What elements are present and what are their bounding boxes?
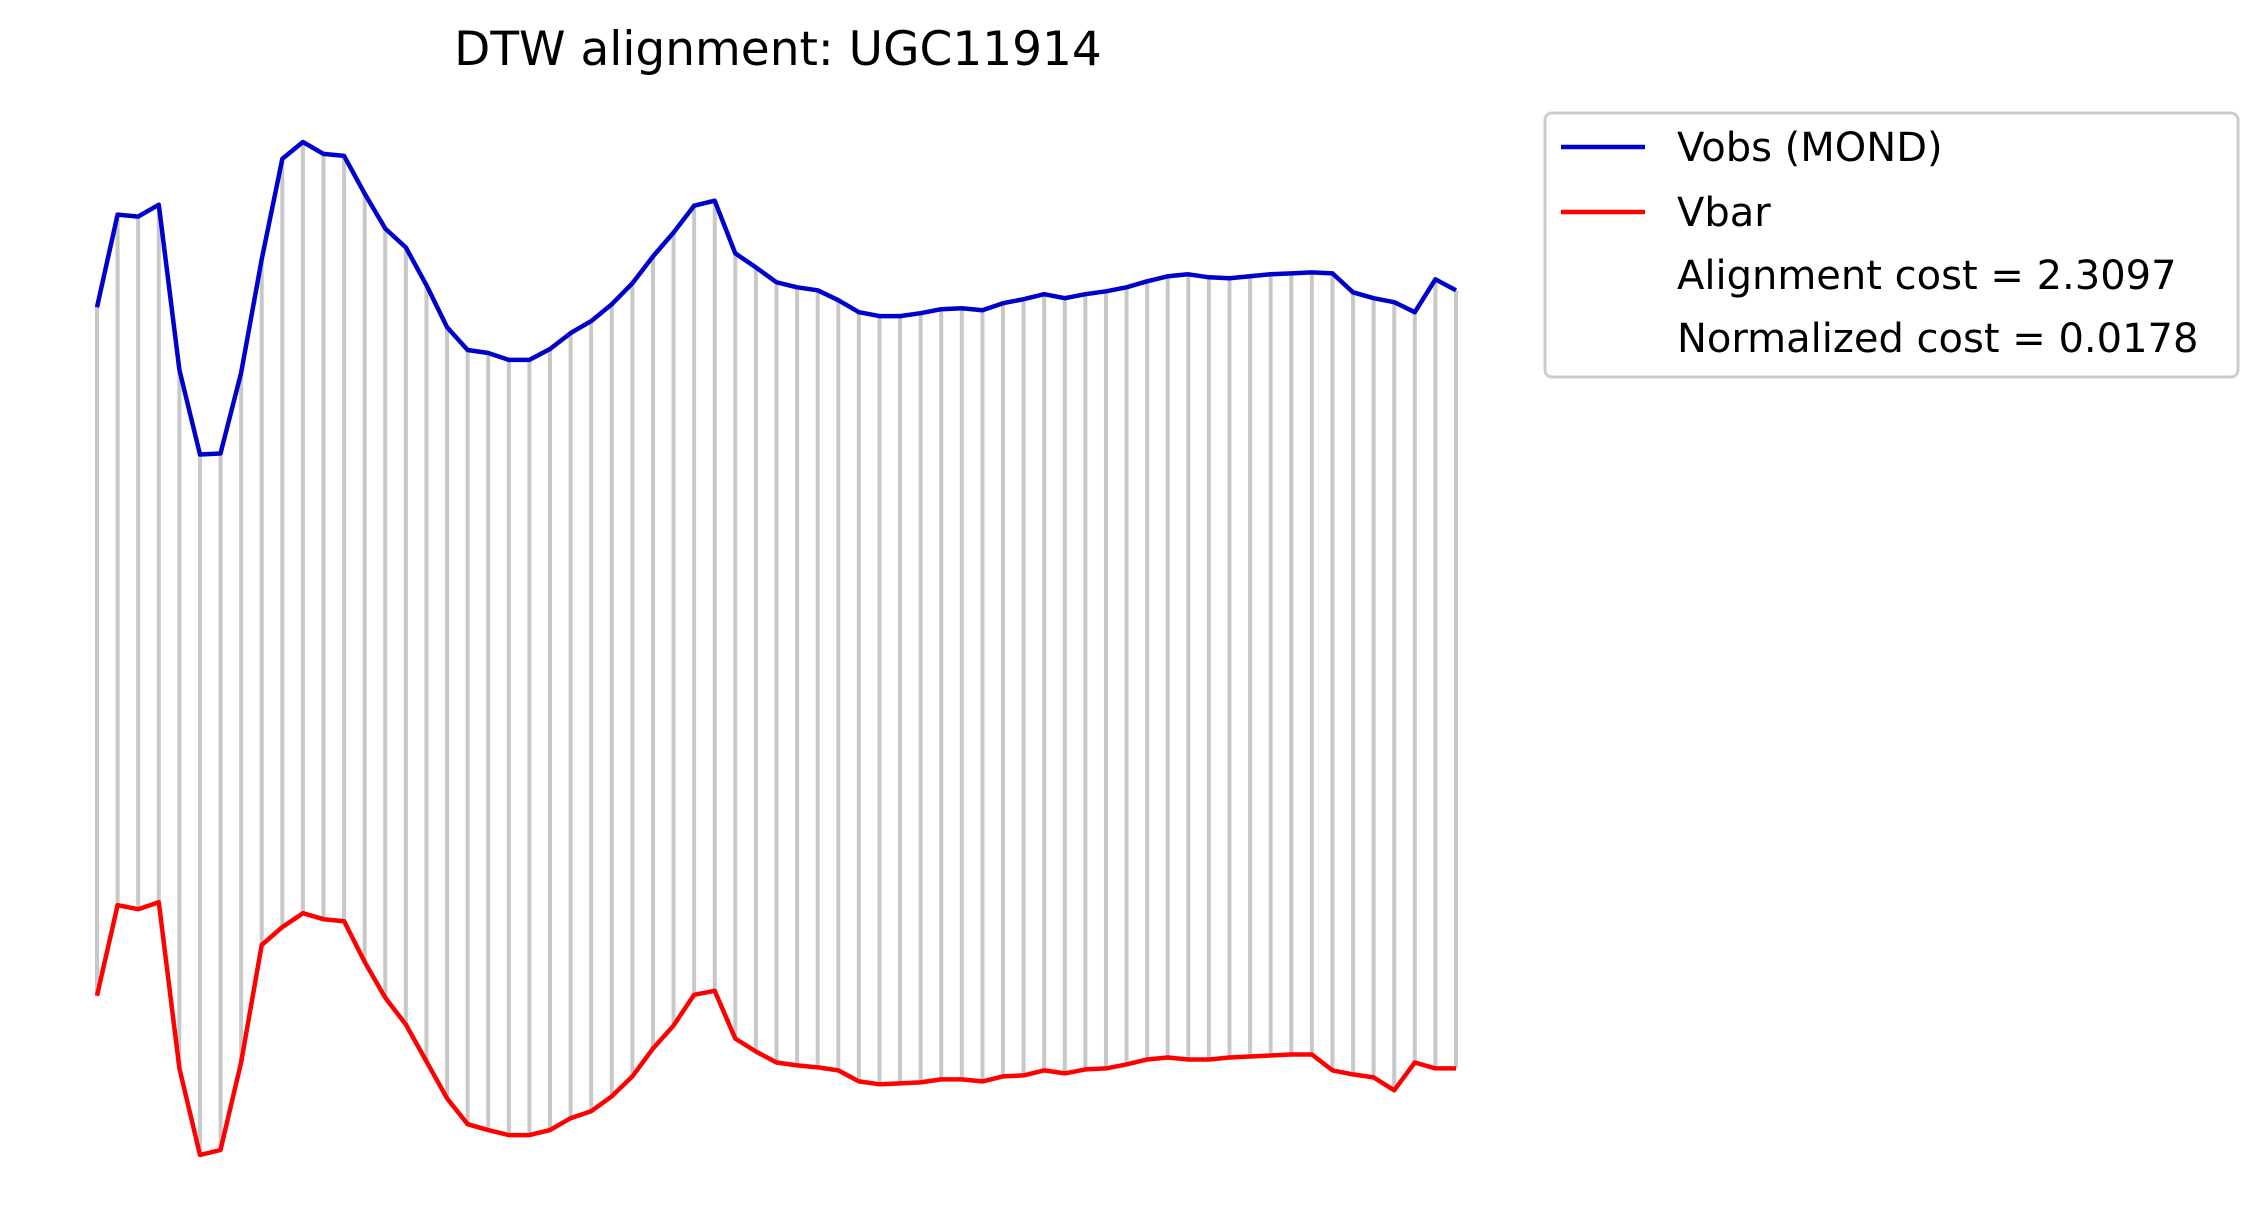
legend: Vobs (MOND) Vbar Alignment cost = 2.3097… [1543,111,2240,379]
legend-alignment-cost: Alignment cost = 2.3097 [1677,253,2177,299]
series-lines [94,139,1458,1158]
chart-title: DTW alignment: UGC11914 [454,22,1102,77]
series-line-vbar [94,899,1456,1158]
series-line-vobs [94,139,1458,457]
legend-label-vbar: Vbar [1677,190,1771,236]
legend-frame [1543,111,2240,379]
legend-normalized-cost: Normalized cost = 0.0178 [1677,316,2198,362]
legend-label-vobs: Vobs (MOND) [1677,125,1943,171]
alignment-lines [95,142,1458,1155]
